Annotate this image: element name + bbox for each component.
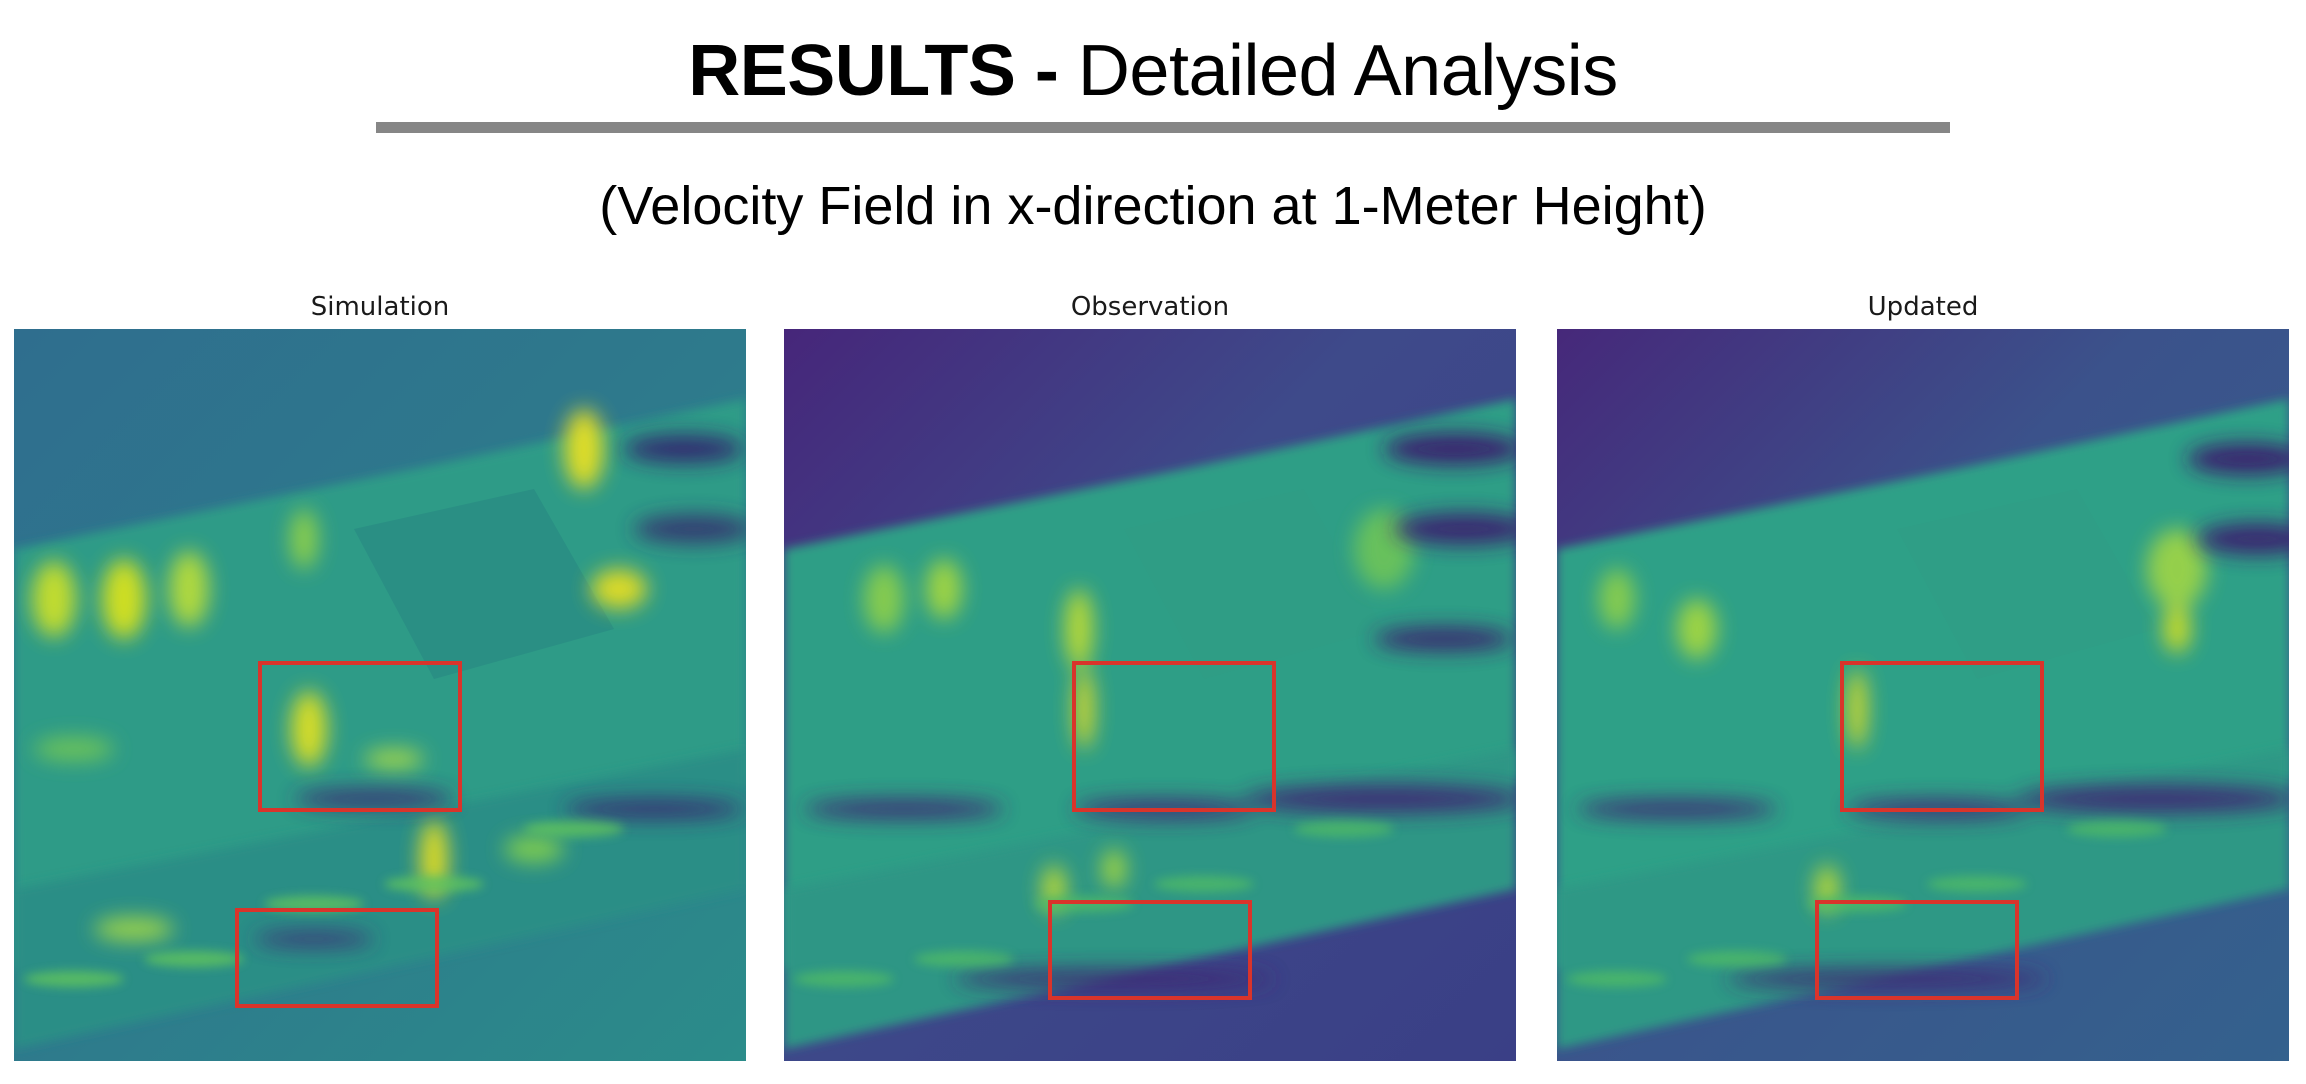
velocity-field-updated <box>1557 329 2289 1061</box>
velocity-field-simulation <box>14 329 746 1061</box>
title-rest: Detailed Analysis <box>1058 31 1618 111</box>
slide-title: RESULTS - Detailed Analysis <box>0 30 2306 112</box>
title-strong: RESULTS - <box>688 31 1059 111</box>
panel-label-observation: Observation <box>1070 292 1230 322</box>
velocity-field-observation <box>784 329 1516 1061</box>
panel-label-updated: Updated <box>1867 292 1979 322</box>
panel-label-simulation: Simulation <box>310 292 450 322</box>
title-divider <box>376 122 1950 133</box>
slide-subtitle: (Velocity Field in x-direction at 1-Mete… <box>599 176 1707 236</box>
